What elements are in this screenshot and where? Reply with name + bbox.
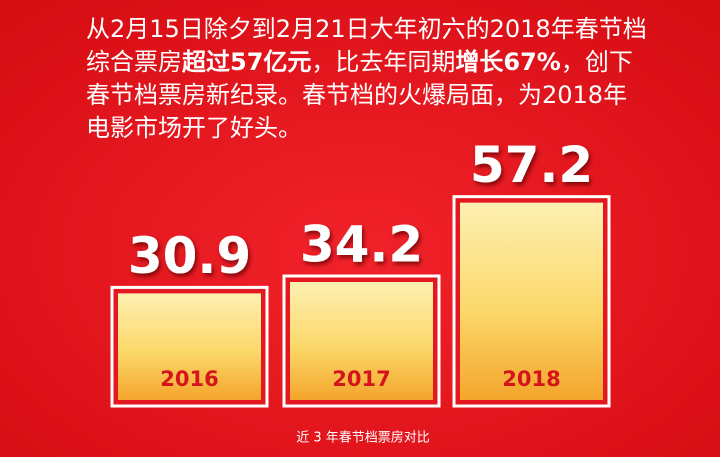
value-label: 57.2 — [470, 136, 593, 194]
description-text: 超过57亿元 — [182, 48, 311, 76]
description-text: ，创下 — [561, 48, 633, 76]
value-label: 30.9 — [128, 227, 251, 285]
category-label: 2016 — [160, 367, 218, 391]
value-label: 34.2 — [300, 216, 423, 274]
description-text: 从2月15日除夕到2月21日大年初六的2018年春节档 — [86, 15, 647, 43]
description-line: 从2月15日除夕到2月21日大年初六的2018年春节档 — [86, 15, 647, 43]
description-line: 电影市场开了好头。 — [86, 114, 302, 142]
description-text: 增长67% — [455, 48, 560, 76]
bar — [290, 282, 433, 400]
category-label: 2018 — [502, 367, 560, 391]
description-line: 春节档票房新纪录。春节档的火爆局面，为2018年 — [86, 81, 627, 109]
description-text: 春节档票房新纪录。春节档的火爆局面，为2018年 — [86, 81, 627, 109]
description-text: ，比去年同期 — [311, 48, 455, 76]
bar — [118, 293, 261, 400]
bar — [460, 202, 603, 400]
description-line: 综合票房超过57亿元，比去年同期增长67%，创下 — [86, 48, 633, 76]
category-label: 2017 — [332, 367, 390, 391]
chart-title: 近 3 年春节档票房对比 — [296, 430, 430, 446]
description-text: 综合票房 — [86, 48, 182, 76]
description-text: 电影市场开了好头。 — [86, 114, 302, 142]
